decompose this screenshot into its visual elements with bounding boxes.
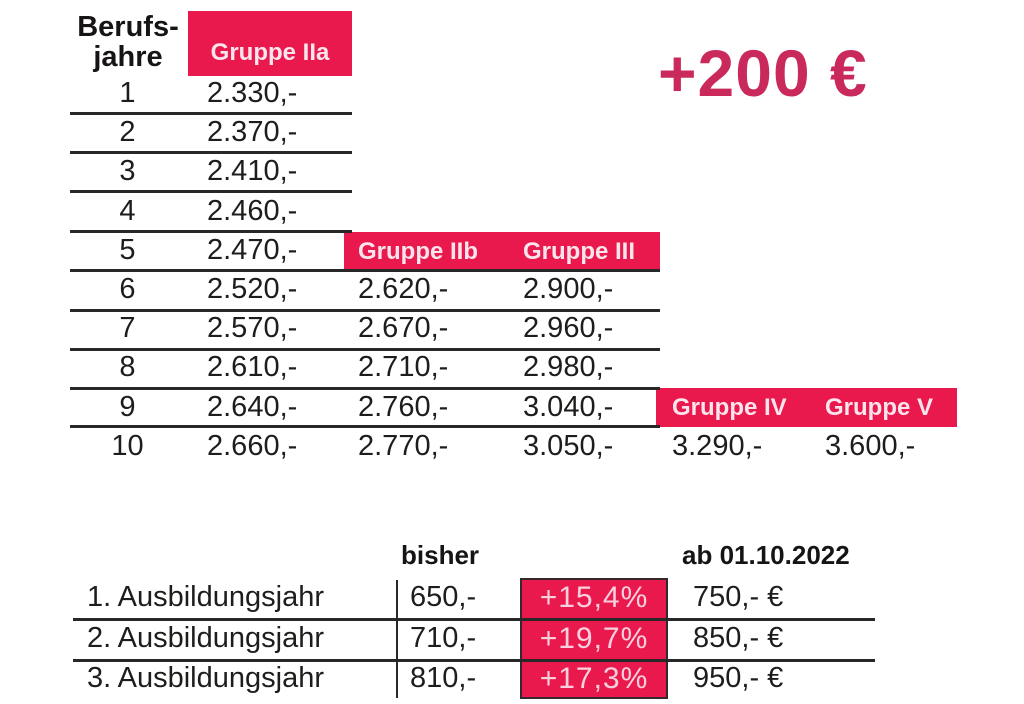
group-header-iii: Gruppe III	[523, 238, 636, 265]
increase-highlight-column	[520, 578, 668, 699]
berufsjahre-header-line1: Berufs-	[77, 11, 179, 43]
group-header-iv: Gruppe IV	[672, 394, 787, 421]
training-cell-increase: +17,3%	[539, 662, 649, 695]
group-header-iib: Gruppe IIb	[358, 238, 478, 265]
training-cell-label: 2. Ausbildungsjahr	[87, 622, 324, 654]
salary-cell-year: 10	[111, 430, 144, 462]
salary-cell-iii: 3.040,-	[523, 391, 614, 423]
salary-table-row: 1 2.330,-	[0, 74, 1024, 113]
salary-table-row: 10 2.660,- 2.770,- 3.050,- 3.290,- 3.600…	[0, 427, 1024, 466]
salary-cell-year: 1	[119, 77, 136, 109]
salary-cell-iib: 2.710,-	[358, 351, 449, 383]
group-header-iia: Gruppe IIa	[210, 39, 330, 66]
row-divider-line	[70, 269, 660, 272]
training-col-header-ab: ab 01.10.2022	[682, 540, 850, 570]
row-divider-line	[70, 112, 352, 115]
salary-cell-year: 7	[119, 312, 136, 344]
training-cell-ab: 750,- €	[693, 581, 784, 613]
column-divider-line	[396, 580, 398, 698]
training-cell-label: 1. Ausbildungsjahr	[87, 581, 324, 613]
training-cell-increase: +15,4%	[539, 581, 649, 614]
salary-table-row: 4 2.460,-	[0, 192, 1024, 231]
group-header-box-iia: Gruppe IIa	[188, 11, 352, 76]
group-header-v: Gruppe V	[825, 394, 934, 421]
salary-cell-iii: 2.980,-	[523, 351, 614, 383]
training-cell-bisher: 810,-	[410, 662, 477, 694]
row-divider-line	[70, 387, 660, 390]
training-cell-ab: 950,- €	[693, 662, 784, 694]
berufsjahre-header-line2: jahre	[93, 41, 163, 73]
salary-cell-iii: 2.960,-	[523, 312, 614, 344]
training-cell-increase: +19,7%	[539, 622, 649, 655]
group-header-box-iv-v: Gruppe IV Gruppe V	[656, 388, 957, 427]
salary-table-row: 8 2.610,- 2.710,- 2.980,-	[0, 348, 1024, 387]
row-divider-line	[70, 309, 660, 312]
salary-cell-iia: 2.610,-	[207, 351, 298, 383]
salary-cell-iv: 3.290,-	[672, 430, 763, 462]
training-table-row: 1. Ausbildungsjahr 650,- +15,4% 750,- €	[0, 577, 1024, 618]
salary-cell-iia: 2.640,-	[207, 391, 298, 423]
training-cell-bisher: 710,-	[410, 622, 477, 654]
salary-cell-iii: 3.050,-	[523, 430, 614, 462]
salary-cell-v: 3.600,-	[825, 430, 916, 462]
training-cell-bisher: 650,-	[410, 581, 477, 613]
salary-cell-year: 2	[119, 116, 136, 148]
salary-table-row: 2 2.370,-	[0, 113, 1024, 152]
salary-table-row: 9 2.640,- 2.760,- 3.040,-	[0, 388, 1024, 427]
salary-table-row: 5 2.470,-	[0, 231, 1024, 270]
salary-cell-year: 3	[119, 155, 136, 187]
training-table-row: 3. Ausbildungsjahr 810,- +17,3% 950,- €	[0, 658, 1024, 699]
salary-cell-iia: 2.410,-	[207, 155, 298, 187]
berufsjahre-header: Berufs- jahre	[70, 12, 186, 72]
salary-cell-year: 6	[119, 273, 136, 305]
row-divider-line	[70, 151, 352, 154]
plus-200-euro-annotation: +200 €	[658, 36, 868, 110]
salary-cell-iib: 2.670,-	[358, 312, 449, 344]
row-divider-line	[70, 230, 352, 233]
salary-cell-iia: 2.330,-	[207, 77, 298, 109]
salary-cell-year: 5	[119, 234, 136, 266]
salary-cell-iia: 2.470,-	[207, 234, 298, 266]
group-header-box-iib-iii: Gruppe IIb Gruppe III	[344, 232, 660, 271]
salary-cell-iib: 2.770,-	[358, 430, 449, 462]
salary-table-row: 7 2.570,- 2.670,- 2.960,-	[0, 309, 1024, 348]
training-table-row: 2. Ausbildungsjahr 710,- +19,7% 850,- €	[0, 618, 1024, 659]
salary-cell-year: 9	[119, 391, 136, 423]
row-divider-line	[73, 618, 875, 621]
salary-table-row: 3 2.410,-	[0, 152, 1024, 191]
training-cell-ab: 850,- €	[693, 622, 784, 654]
salary-cell-iia: 2.460,-	[207, 195, 298, 227]
salary-cell-year: 4	[119, 195, 136, 227]
salary-cell-iia: 2.570,-	[207, 312, 298, 344]
salary-table-row: 6 2.520,- 2.620,- 2.900,-	[0, 270, 1024, 309]
salary-cell-iib: 2.620,-	[358, 273, 449, 305]
salary-cell-iib: 2.760,-	[358, 391, 449, 423]
row-divider-line	[70, 348, 660, 351]
row-divider-line	[70, 425, 660, 428]
row-divider-line	[73, 659, 875, 662]
salary-cell-year: 8	[119, 351, 136, 383]
training-col-header-bisher: bisher	[401, 540, 480, 570]
salary-cell-iia: 2.660,-	[207, 430, 298, 462]
row-divider-line	[70, 190, 352, 193]
salary-cell-iia: 2.370,-	[207, 116, 298, 148]
training-cell-label: 3. Ausbildungsjahr	[87, 662, 324, 694]
salary-cell-iia: 2.520,-	[207, 273, 298, 305]
salary-cell-iii: 2.900,-	[523, 273, 614, 305]
